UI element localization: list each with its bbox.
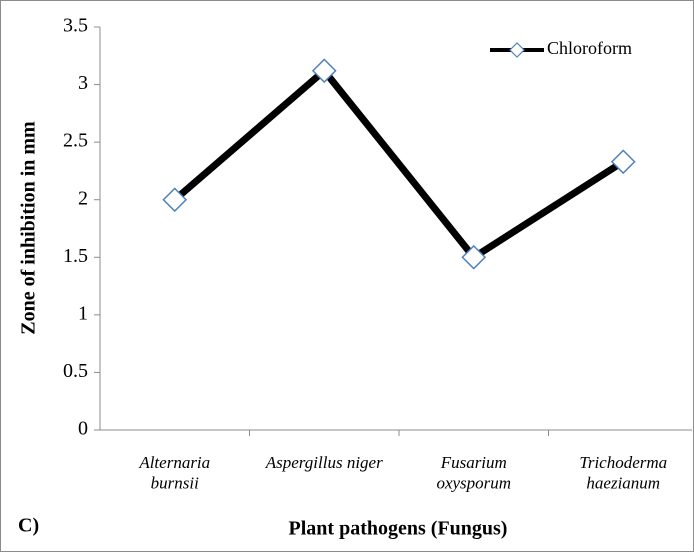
y-tick-label: 1 <box>78 302 88 324</box>
marker <box>162 187 188 213</box>
y-tick-label: 2 <box>78 187 88 209</box>
x-tick-label: Trichoderma haezianum <box>579 453 667 492</box>
y-tick-label: 0.5 <box>63 360 88 382</box>
legend-label: Chloroform <box>547 38 632 58</box>
x-tick-label: Fusarium oxysporum <box>436 453 511 492</box>
y-tick-label: 3 <box>78 72 88 94</box>
marker <box>461 244 487 270</box>
panel-label: C) <box>18 515 39 537</box>
y-tick-label: 1.5 <box>63 245 88 267</box>
x-tick-label: Aspergillus niger <box>265 453 383 472</box>
legend-marker <box>509 42 525 58</box>
x-tick-label: Alternaria burnsii <box>138 453 210 492</box>
series-line <box>172 67 626 261</box>
marker <box>311 58 337 84</box>
y-axis-title: Zone of inhibition in mm <box>18 121 40 335</box>
y-tick-label: 2.5 <box>63 130 88 152</box>
y-tick-label: 0 <box>78 418 88 440</box>
x-axis-title: Plant pathogens (Fungus) <box>289 518 508 540</box>
marker <box>610 149 636 175</box>
y-tick-label: 3.5 <box>63 15 88 37</box>
